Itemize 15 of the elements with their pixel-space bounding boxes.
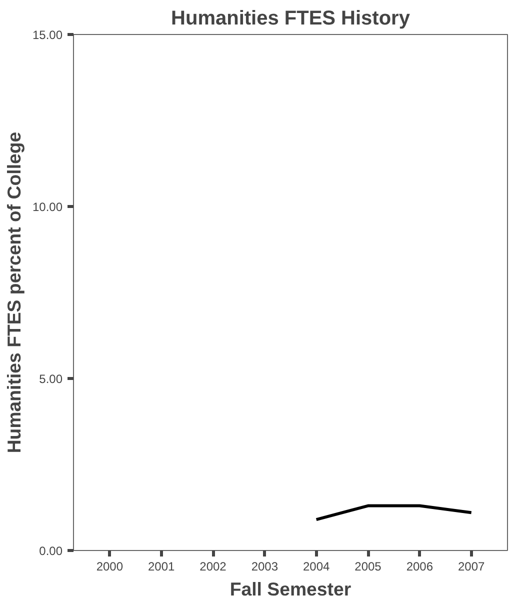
- y-axis-title: Humanities FTES percent of College: [3, 132, 24, 454]
- x-tick-label: 2007: [458, 560, 486, 574]
- y-tick-label: 0.00: [39, 544, 63, 558]
- x-tick-label: 2003: [251, 560, 278, 574]
- x-tick-label: 2002: [200, 560, 227, 574]
- x-tick-label: 2001: [148, 560, 176, 574]
- x-tick-label: 2005: [354, 560, 382, 574]
- x-tick-label: 2006: [406, 560, 434, 574]
- y-tick-label: 10.00: [32, 200, 63, 214]
- x-tick-label: 2004: [302, 560, 330, 574]
- x-tick-label: 2000: [96, 560, 124, 574]
- y-tick-label: 15.00: [32, 28, 63, 42]
- x-axis-title: Fall Semester: [230, 578, 352, 600]
- chart-title: Humanities FTES History: [171, 8, 411, 30]
- y-tick-label: 5.00: [39, 372, 63, 386]
